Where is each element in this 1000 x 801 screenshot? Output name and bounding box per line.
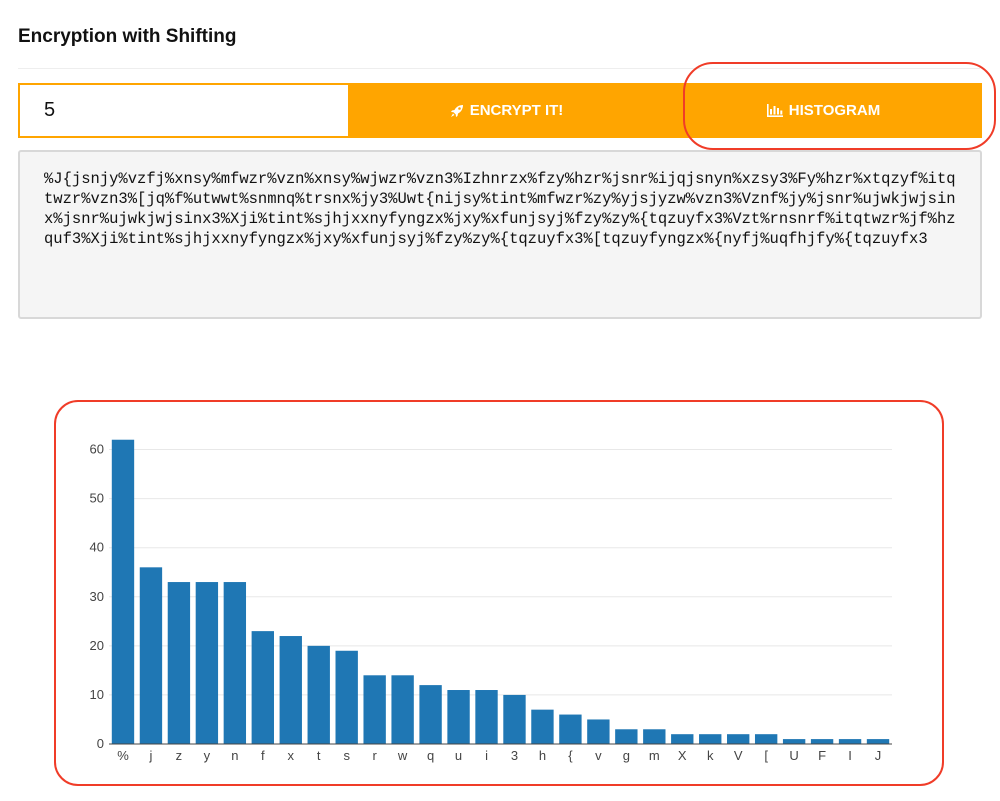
y-tick-label: 60 [90, 442, 104, 457]
bar [727, 734, 750, 744]
bar [363, 675, 386, 744]
x-tick-label: z [176, 748, 183, 763]
bar [587, 719, 610, 744]
bar [419, 685, 442, 744]
bar [195, 582, 219, 744]
bar-chart-icon [766, 104, 783, 117]
x-tick-label: 3 [511, 748, 518, 763]
x-tick-label: s [343, 748, 350, 763]
x-tick-label: n [231, 748, 238, 763]
bar [111, 439, 135, 744]
bar [167, 582, 191, 744]
bar [754, 734, 778, 744]
bar [335, 650, 358, 744]
shift-input[interactable] [20, 85, 348, 136]
bar [223, 582, 247, 744]
bar [531, 709, 554, 744]
bar [391, 675, 414, 744]
bar [615, 729, 638, 744]
x-tick-label: g [623, 748, 630, 763]
x-tick-label: I [848, 748, 852, 763]
x-tick-label: % [117, 748, 129, 763]
x-tick-label: V [734, 748, 743, 763]
x-tick-label: q [427, 748, 434, 763]
histogram-button-label: HISTOGRAM [788, 102, 881, 119]
x-tick-label: i [485, 748, 488, 763]
bar [559, 714, 582, 744]
x-tick-label: { [568, 748, 573, 763]
encrypt-button[interactable]: ENCRYPT IT! [348, 83, 665, 138]
x-tick-label: r [372, 748, 377, 763]
rocket-icon [450, 104, 464, 118]
x-tick-label: k [707, 748, 714, 763]
bar [139, 567, 163, 744]
y-tick-label: 20 [90, 638, 104, 653]
x-tick-label: j [149, 748, 153, 763]
bar [866, 739, 890, 744]
divider [18, 68, 980, 69]
x-tick-label: w [397, 748, 408, 763]
bar [279, 636, 302, 744]
x-tick-label: x [288, 748, 295, 763]
x-tick-label: m [649, 748, 660, 763]
bar [838, 739, 862, 744]
bar [782, 739, 806, 744]
bar [503, 694, 526, 744]
y-tick-label: 30 [90, 589, 104, 604]
bar [671, 734, 694, 744]
bar [643, 729, 666, 744]
y-tick-label: 10 [90, 687, 104, 702]
x-tick-label: [ [764, 748, 768, 763]
bar [447, 690, 470, 744]
bar [251, 631, 274, 744]
x-tick-label: X [678, 748, 687, 763]
toolbar: ENCRYPT IT! HISTOGRAM [18, 83, 982, 138]
encrypt-button-label: ENCRYPT IT! [469, 102, 564, 119]
x-tick-label: t [317, 748, 321, 763]
x-tick-label: y [204, 748, 211, 763]
page-title: Encryption with Shifting [18, 26, 237, 47]
x-tick-label: h [539, 748, 546, 763]
y-tick-label: 50 [90, 491, 104, 506]
bar [699, 734, 722, 744]
encrypted-output: %J{jsnjy%vzfj%xnsy%mfwzr%vzn%xnsy%wjwzr%… [18, 150, 982, 319]
x-tick-label: U [789, 748, 798, 763]
x-tick-label: u [455, 748, 462, 763]
bar [810, 739, 834, 744]
x-tick-label: F [818, 748, 826, 763]
y-tick-label: 40 [90, 540, 104, 555]
bar [475, 690, 498, 744]
x-tick-label: J [875, 748, 882, 763]
bar [307, 645, 330, 744]
y-tick-label: 0 [97, 736, 104, 751]
x-tick-label: v [595, 748, 602, 763]
histogram-button[interactable]: HISTOGRAM [665, 83, 982, 138]
x-tick-label: f [261, 748, 265, 763]
